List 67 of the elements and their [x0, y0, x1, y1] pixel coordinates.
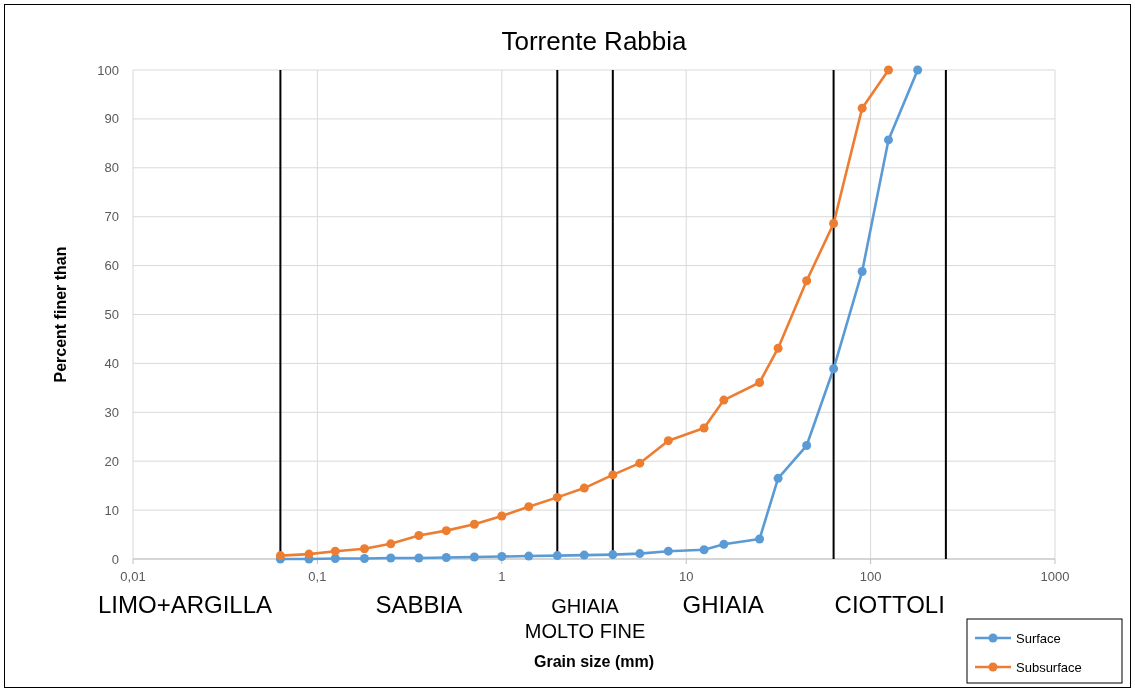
x-tick-label: 10 [678, 569, 694, 584]
point [802, 441, 812, 451]
point [883, 135, 893, 145]
point [414, 531, 424, 541]
text: GHIAIA [682, 591, 764, 618]
point [386, 539, 396, 549]
point [719, 539, 729, 549]
point [719, 395, 729, 405]
text: SABBIA [375, 591, 463, 618]
y-tick-label: 50 [104, 307, 119, 322]
y-tick-label: 40 [104, 355, 119, 371]
point [579, 550, 589, 560]
y-tick-label: 10 [104, 502, 119, 518]
point [579, 483, 589, 493]
point [883, 65, 893, 75]
point [524, 551, 534, 561]
point [635, 549, 645, 559]
point [414, 553, 424, 563]
x-tick-label: 0,1 [308, 569, 327, 584]
y-tick-label: 100 [97, 62, 119, 78]
point [497, 552, 507, 562]
point [608, 550, 618, 560]
legend-label: Subsurface [1016, 660, 1082, 675]
chart-title: Torrente Rabbia [501, 26, 688, 56]
legend-label: Surface [1016, 631, 1061, 646]
x-axis-title: Grain size (mm) [533, 653, 655, 670]
y-tick-label: 90 [104, 111, 119, 127]
y-axis-title: Percent finer than [52, 246, 69, 383]
text: GHIAIA MOLTO FINE [524, 595, 646, 642]
point [330, 546, 340, 556]
y-tick-label: 80 [104, 160, 119, 176]
point [802, 276, 812, 286]
point [441, 553, 451, 563]
point [913, 65, 923, 75]
point [773, 473, 783, 483]
point [469, 519, 479, 529]
point [469, 552, 479, 562]
point [441, 526, 451, 536]
point [552, 551, 562, 561]
point [857, 103, 867, 113]
point [773, 343, 783, 353]
point [359, 544, 369, 554]
point [359, 554, 369, 564]
y-tick-label: 60 [104, 258, 119, 274]
x-tick-label: 1 [498, 569, 506, 584]
point [635, 458, 645, 468]
point [552, 492, 562, 502]
point [663, 436, 673, 446]
point [497, 511, 507, 521]
point [304, 549, 314, 559]
x-tick-label: 1000 [1040, 569, 1070, 584]
y-tick-label: 70 [104, 209, 119, 225]
x-tick-label: 0,01 [120, 569, 146, 584]
point [524, 502, 534, 512]
y-tick-label: 0 [111, 551, 119, 567]
point [829, 219, 839, 229]
point [330, 554, 340, 564]
point [857, 266, 867, 276]
y-tick-label: 30 [104, 404, 119, 420]
point [829, 364, 839, 374]
text: LIMO+ARGILLA [97, 591, 273, 618]
point [608, 470, 618, 480]
point [663, 546, 673, 556]
text: CIOTTOLI [834, 591, 945, 618]
y-tick-label: 20 [104, 453, 119, 469]
point [386, 553, 396, 563]
x-tick-label: 100 [859, 569, 882, 584]
